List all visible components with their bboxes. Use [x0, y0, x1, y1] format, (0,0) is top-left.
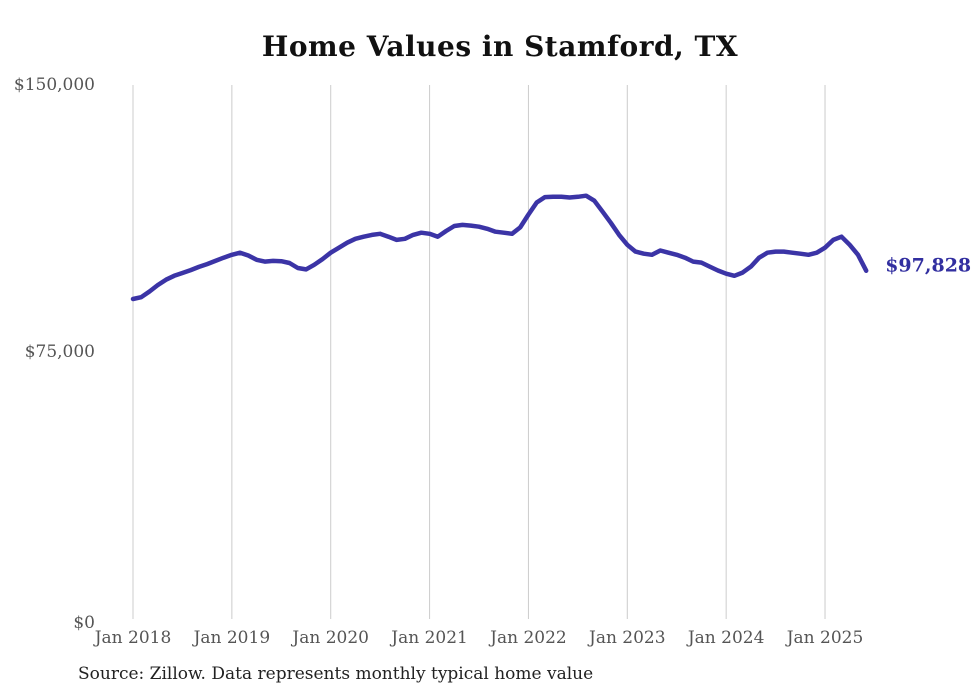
value-line: [130, 193, 869, 302]
x-tick-label: Jan 2018: [93, 628, 172, 648]
chart-title: Home Values in Stamford, TX: [261, 30, 739, 63]
series-group: [130, 193, 869, 302]
y-tick-label: $150,000: [14, 75, 95, 95]
x-tick-label: Jan 2023: [587, 628, 666, 648]
annotation-group: $97,828: [885, 255, 971, 277]
x-tick-label: Jan 2024: [686, 628, 765, 648]
last-value-label: $97,828: [885, 255, 971, 277]
x-axis-labels-group: Jan 2018 Jan 2019 Jan 2020 Jan 2021 Jan 2022…: [93, 628, 864, 648]
gridlines-group: [132, 85, 826, 619]
y-tick-label: $75,000: [25, 342, 95, 362]
y-tick-label: $0: [73, 613, 95, 633]
x-tick-label: Jan 2019: [192, 628, 271, 648]
x-tick-label: Jan 2020: [290, 628, 369, 648]
x-tick-label: Jan 2025: [785, 628, 864, 648]
y-axis-labels-group: $0 $75,000 $150,000: [14, 75, 95, 633]
x-tick-label: Jan 2022: [488, 628, 567, 648]
x-tick-label: Jan 2021: [389, 628, 468, 648]
source-note: Source: Zillow. Data represents monthly …: [78, 664, 594, 684]
